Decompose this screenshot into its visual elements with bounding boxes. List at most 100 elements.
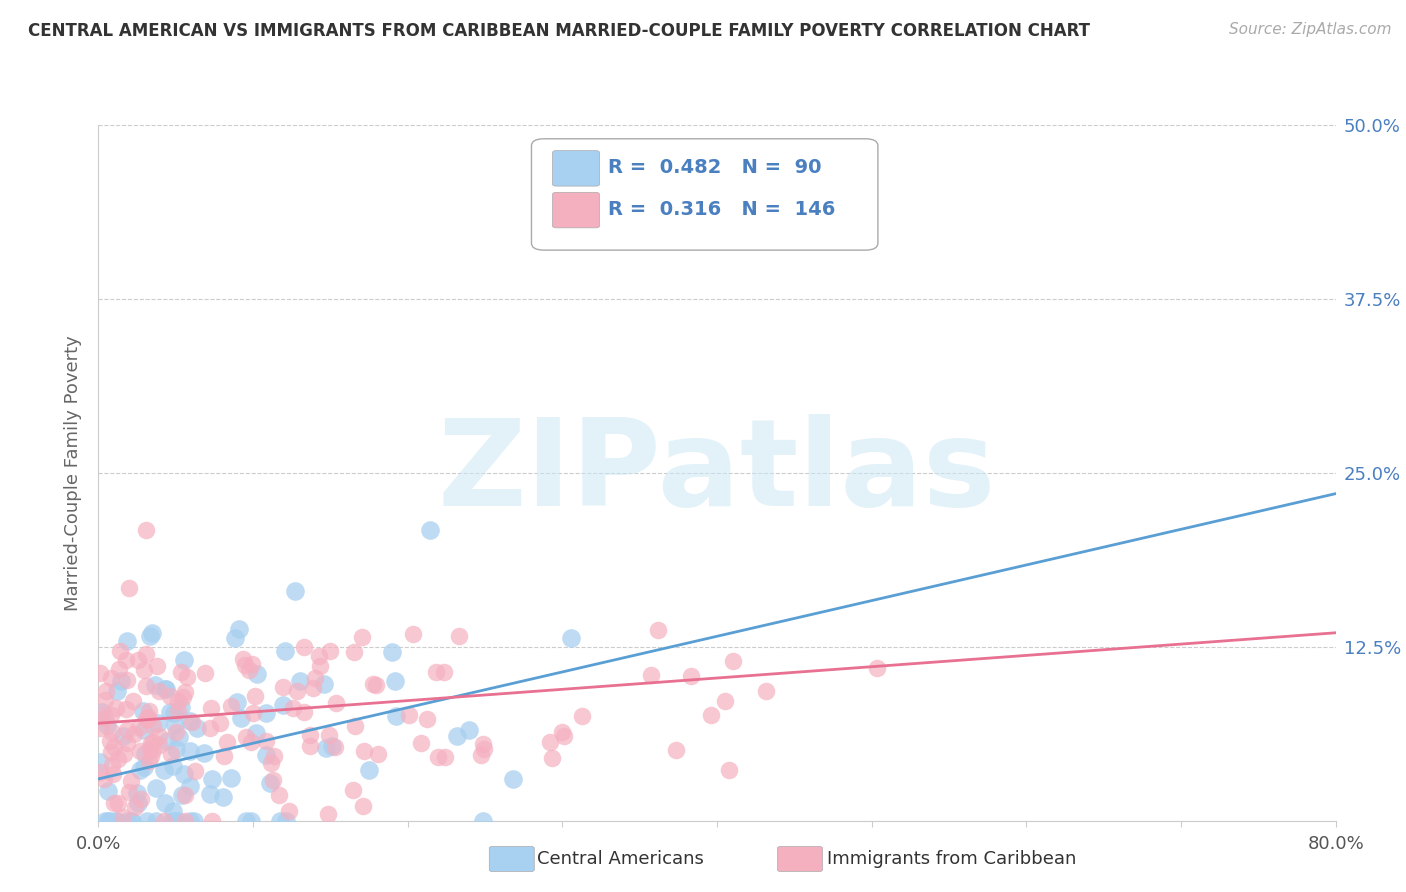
Point (146, 716, 169, 731)
Point (170, 788, 193, 802)
Point (179, 714, 201, 728)
Point (139, 629, 162, 643)
Text: R =  0.316   N =  146: R = 0.316 N = 146 (609, 200, 835, 219)
Point (143, 678, 166, 692)
Point (167, 705, 190, 719)
Point (665, 743, 688, 757)
Point (173, 653, 195, 667)
Point (134, 747, 156, 761)
Point (93, 772, 115, 787)
Point (274, 644, 297, 658)
Point (262, 772, 284, 787)
Point (166, 694, 188, 708)
Point (101, 767, 124, 781)
Point (131, 704, 153, 718)
Point (551, 725, 574, 739)
Point (325, 696, 347, 710)
Point (385, 709, 408, 723)
Point (267, 788, 290, 802)
FancyBboxPatch shape (553, 193, 599, 227)
Point (132, 663, 155, 677)
Point (288, 674, 311, 689)
Text: Immigrants from Caribbean: Immigrants from Caribbean (827, 850, 1076, 868)
Point (233, 657, 256, 672)
Point (219, 771, 242, 785)
Point (104, 814, 127, 828)
Point (165, 724, 187, 739)
Point (135, 679, 157, 693)
Point (162, 805, 184, 819)
Point (700, 708, 723, 723)
Point (352, 798, 374, 813)
Point (298, 739, 321, 753)
Point (117, 723, 139, 737)
Point (148, 729, 170, 743)
Point (103, 739, 125, 754)
Point (427, 750, 450, 764)
Point (318, 644, 340, 658)
Point (254, 748, 277, 763)
Point (136, 710, 159, 724)
Point (107, 752, 129, 766)
Point (110, 674, 132, 689)
Point (118, 785, 141, 799)
Point (96, 718, 118, 732)
Point (342, 783, 364, 797)
Point (105, 814, 128, 828)
Point (364, 678, 387, 692)
Point (298, 728, 321, 742)
Point (184, 764, 207, 778)
Point (502, 772, 524, 786)
Point (127, 786, 149, 800)
Point (357, 763, 380, 777)
Point (173, 789, 195, 803)
Point (153, 681, 176, 696)
Point (165, 814, 187, 828)
Point (458, 723, 481, 737)
Point (292, 706, 315, 720)
Point (304, 671, 326, 685)
Point (226, 695, 249, 709)
Point (129, 792, 152, 806)
Point (138, 712, 160, 726)
Point (186, 721, 208, 735)
Point (292, 640, 315, 654)
Point (128, 720, 150, 734)
Point (141, 625, 163, 640)
Point (117, 814, 139, 828)
FancyBboxPatch shape (553, 151, 599, 186)
Y-axis label: Married-Couple Family Poverty: Married-Couple Family Poverty (63, 334, 82, 611)
Point (200, 701, 222, 715)
Point (145, 780, 167, 795)
Point (162, 759, 184, 773)
Point (153, 763, 176, 777)
Point (201, 772, 224, 786)
Point (134, 723, 156, 738)
Point (269, 814, 291, 828)
Point (145, 814, 167, 828)
Point (446, 729, 468, 743)
Point (174, 685, 197, 699)
Point (129, 744, 152, 758)
Point (115, 633, 138, 648)
Point (136, 814, 159, 828)
Point (107, 797, 129, 811)
Point (159, 689, 181, 703)
Point (174, 814, 197, 828)
Point (352, 630, 374, 644)
Point (160, 747, 183, 761)
Point (94, 814, 117, 828)
Point (153, 814, 176, 828)
Point (208, 715, 231, 730)
Point (112, 810, 135, 824)
Point (160, 814, 183, 828)
Point (97, 784, 120, 798)
Point (89, 707, 111, 722)
Point (398, 708, 420, 723)
Point (285, 684, 308, 698)
Point (166, 814, 188, 828)
Point (713, 693, 735, 707)
Point (103, 797, 125, 811)
Point (308, 648, 330, 663)
Point (434, 750, 457, 764)
